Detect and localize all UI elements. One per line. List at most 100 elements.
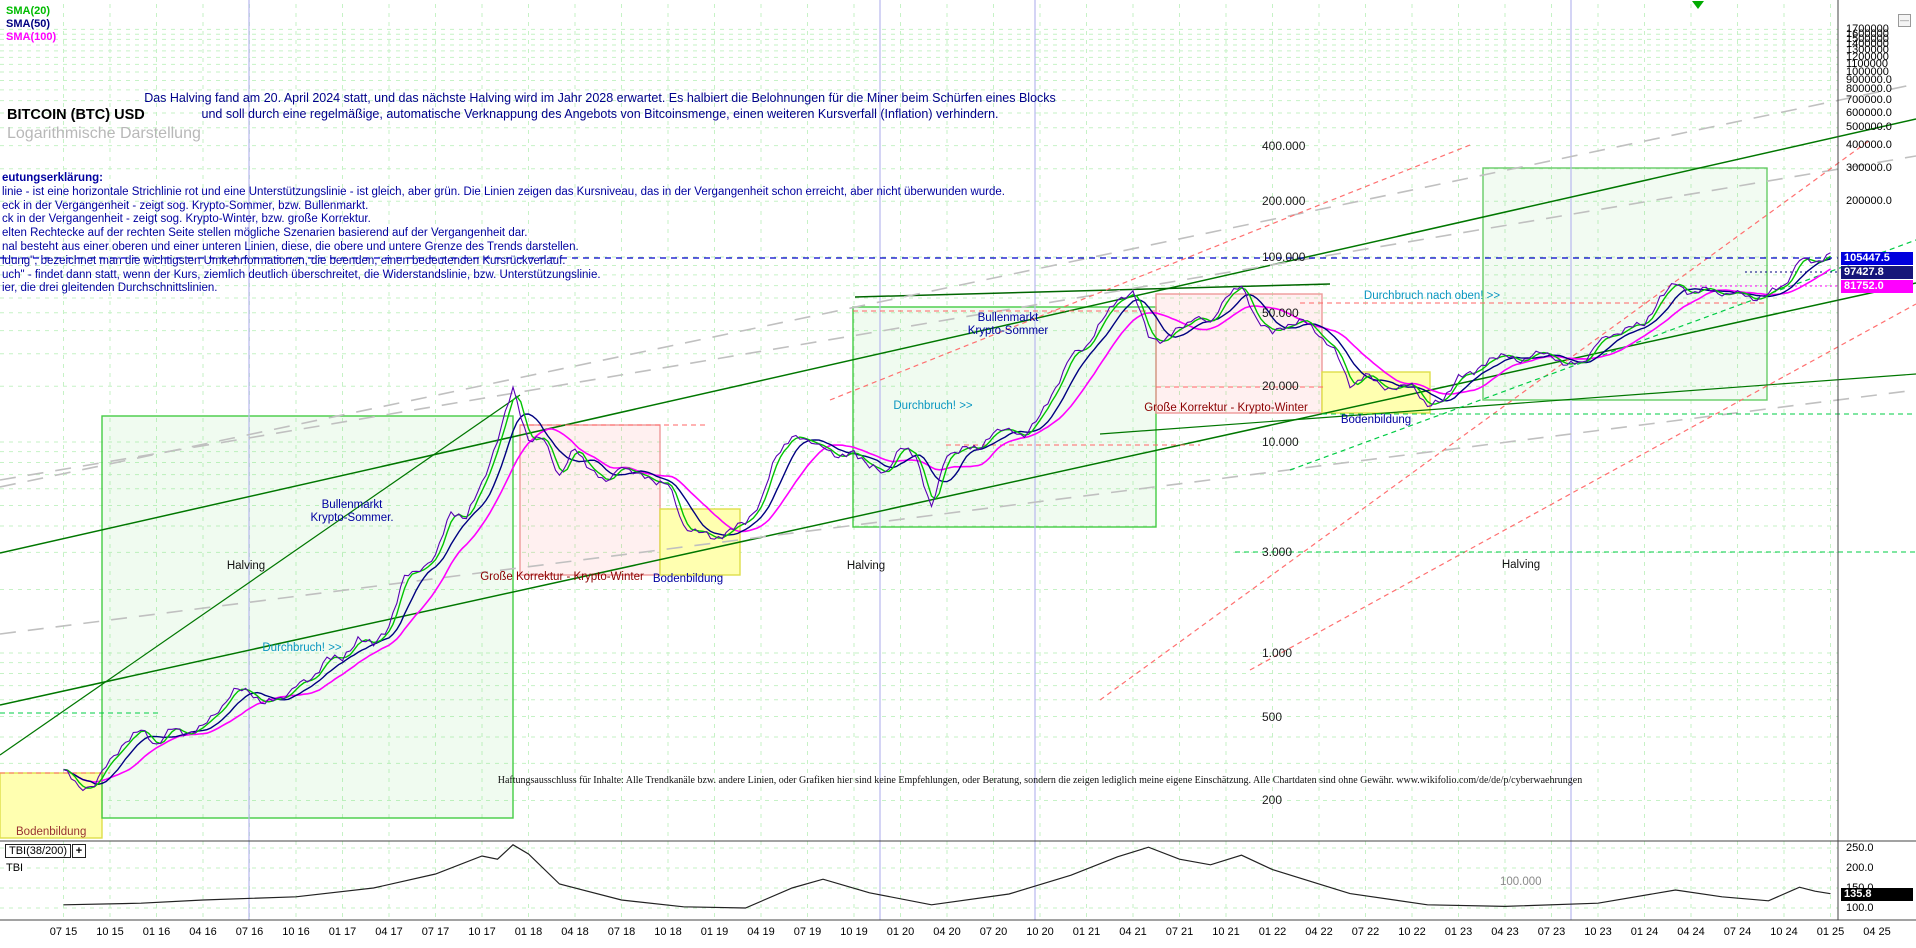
bullenmarkt-2-line2-label: Krypto-Sommer <box>967 325 1049 337</box>
inchart-price-label: 50.000 <box>1262 305 1299 320</box>
x-axis-label: 04 16 <box>189 926 217 938</box>
price-badge-3: 81752.0 <box>1841 280 1913 293</box>
chart-title: BITCOIN (BTC) USD <box>7 107 145 123</box>
bodenbildung-2-label: Bodenbildung <box>1340 414 1412 426</box>
sma20-line <box>63 255 1831 789</box>
sma50-line <box>63 258 1831 786</box>
explanation-line-7: uch" - findet dann statt, wenn der Kurs,… <box>2 268 601 281</box>
inchart-price-label: 400.000 <box>1262 138 1306 153</box>
inchart-price-label: 200.000 <box>1262 194 1306 209</box>
x-axis-label: 01 16 <box>142 926 171 938</box>
durchbruch-2-label: Durchbruch! >> <box>893 400 973 412</box>
explanation-line-3: ck in der Vergangenheit - zeigt sog. Kry… <box>2 213 371 226</box>
x-axis-label: 04 25 <box>1863 926 1891 938</box>
tbi-value-badge: 135.8 <box>1841 887 1913 901</box>
bullenmarkt-box-2016 <box>101 415 514 819</box>
bodenbildung-box-2015 <box>0 772 103 839</box>
halving-note-line2: und soll durch eine regelmäßige, automat… <box>201 107 999 121</box>
price-axis-tick: 1500000 <box>1846 32 1889 45</box>
explanation-line-1: linie - ist eine horizontale Strichlinie… <box>2 185 1005 198</box>
collapse-axis-icon[interactable]: — <box>1898 14 1911 27</box>
bullenmarkt-1-line2-label: Krypto-Sommer. <box>310 512 394 524</box>
x-axis-label: 07 24 <box>1723 926 1752 938</box>
x-axis-label: 07 23 <box>1537 926 1566 938</box>
price-badge-1: 105447.5 <box>1841 252 1913 265</box>
legend-sma50[interactable]: SMA(50) <box>6 18 51 30</box>
x-axis-label: 10 22 <box>1398 926 1426 938</box>
x-axis-label: 01 18 <box>514 926 543 938</box>
x-axis-label: 10 18 <box>654 926 682 938</box>
indicator-legend: SMA(20) SMA(50) SMA(100) <box>6 5 56 44</box>
x-axis-label: 01 22 <box>1258 926 1287 938</box>
grau-kanal-c <box>0 389 1916 635</box>
price-axis-tick: 600000.0 <box>1846 106 1892 119</box>
durchbruch-nach-oben-label: Durchbruch nach oben! >> <box>1363 290 1501 302</box>
add-indicator-icon[interactable]: + <box>72 844 86 858</box>
inchart-price-label: 200 <box>1262 793 1283 808</box>
szenario-gruen-1 <box>1289 239 1916 471</box>
price-axis-tick: 200000.0 <box>1846 194 1892 207</box>
price-axis-tick: 1200000 <box>1846 50 1889 63</box>
x-axis-label: 01 24 <box>1630 926 1659 938</box>
x-axis-label: 07 16 <box>235 926 264 938</box>
explanation-line-8: ier, die drei gleitenden Durchschnittsli… <box>2 282 218 295</box>
x-axis-label: 04 22 <box>1305 926 1333 938</box>
bullenmarkt-2-line1-label: Bullenmarkt <box>977 312 1039 324</box>
inchart-price-label: 500 <box>1262 709 1283 724</box>
explanation-lines: linie - ist eine horizontale Strichlinie… <box>2 186 1005 296</box>
explanation-line-6: ldung", bezeichnet man die wichtigsten U… <box>2 254 566 267</box>
price-axis-tick: 400000.0 <box>1846 139 1892 152</box>
szenario-rot-3 <box>1249 303 1916 671</box>
chart-subtitle: Logarithmische Darstellung <box>7 125 201 142</box>
trend-2016-steil <box>0 394 521 756</box>
x-axis-label: 10 16 <box>282 926 310 938</box>
legend-sma100[interactable]: SMA(100) <box>6 31 57 43</box>
explanation-block: eutungserklärung: linie - ist eine horiz… <box>2 172 1005 296</box>
x-axis-label: 10 23 <box>1584 926 1612 938</box>
x-axis-label: 10 21 <box>1212 926 1240 938</box>
disclaimer-text: Haftungsausschluss für Inhalte: Alle Tre… <box>497 775 1583 786</box>
bodenbildung-box-2023 <box>1321 371 1431 414</box>
price-line <box>63 252 1831 792</box>
bullenmarkt-1-line1-label: Bullenmarkt <box>321 499 383 511</box>
tbi-axis-tick: 250.0 <box>1846 841 1874 854</box>
szenario-rot-1 <box>829 144 1471 401</box>
durchbruch-1-label: Durchbruch! >> <box>262 642 342 654</box>
tbi-indicator-button[interactable]: TBI(38/200) <box>5 844 72 858</box>
price-axis-tick: 1300000 <box>1846 44 1889 57</box>
x-axis-label: 01 20 <box>886 926 915 938</box>
korrektur-box-2022 <box>1155 293 1323 414</box>
x-axis-label: 07 19 <box>793 926 822 938</box>
x-axis-label: 04 18 <box>561 926 589 938</box>
bodenbildung-1-label: Bodenbildung <box>652 573 724 585</box>
x-axis-label: 10 19 <box>840 926 868 938</box>
x-axis-label: 01 25 <box>1816 926 1845 938</box>
grosse-korrektur-2-label: Große Korrektur - Krypto-Winter <box>1144 402 1308 414</box>
x-axis-label: 01 21 <box>1072 926 1101 938</box>
price-axis-tick: 1100000 <box>1846 57 1889 70</box>
x-axis-label: 07 21 <box>1165 926 1194 938</box>
x-axis-label: 07 18 <box>607 926 636 938</box>
price-axis-tick: 500000.0 <box>1846 121 1892 134</box>
grosse-korrektur-1-label: Große Korrektur - Krypto-Winter <box>480 571 644 583</box>
x-axis-label: 04 17 <box>375 926 403 938</box>
explanation-line-4: elten Rechtecke auf der rechten Seite st… <box>2 227 528 240</box>
x-axis-label: 01 23 <box>1444 926 1473 938</box>
x-axis-label: 04 19 <box>747 926 775 938</box>
price-axis-tick: 300000.0 <box>1846 162 1892 175</box>
x-axis-label: 01 19 <box>700 926 729 938</box>
grid-layer <box>0 4 1838 920</box>
explanation-heading: eutungserklärung: <box>2 172 103 184</box>
price-axis-tick: 800000.0 <box>1846 83 1892 96</box>
legend-sma20[interactable]: SMA(20) <box>6 5 51 17</box>
x-axis-label: 07 15 <box>49 926 78 938</box>
halving-note-line1: Das Halving fand am 20. April 2024 statt… <box>144 91 1056 105</box>
halving-3-label: Halving <box>1501 559 1541 571</box>
grau-kanal-a <box>0 83 1916 488</box>
widerstand-2021 <box>854 283 1331 298</box>
kanal-oben <box>0 118 1916 554</box>
x-axis-label: 04 23 <box>1491 926 1519 938</box>
x-axis-label: 04 24 <box>1677 926 1705 938</box>
